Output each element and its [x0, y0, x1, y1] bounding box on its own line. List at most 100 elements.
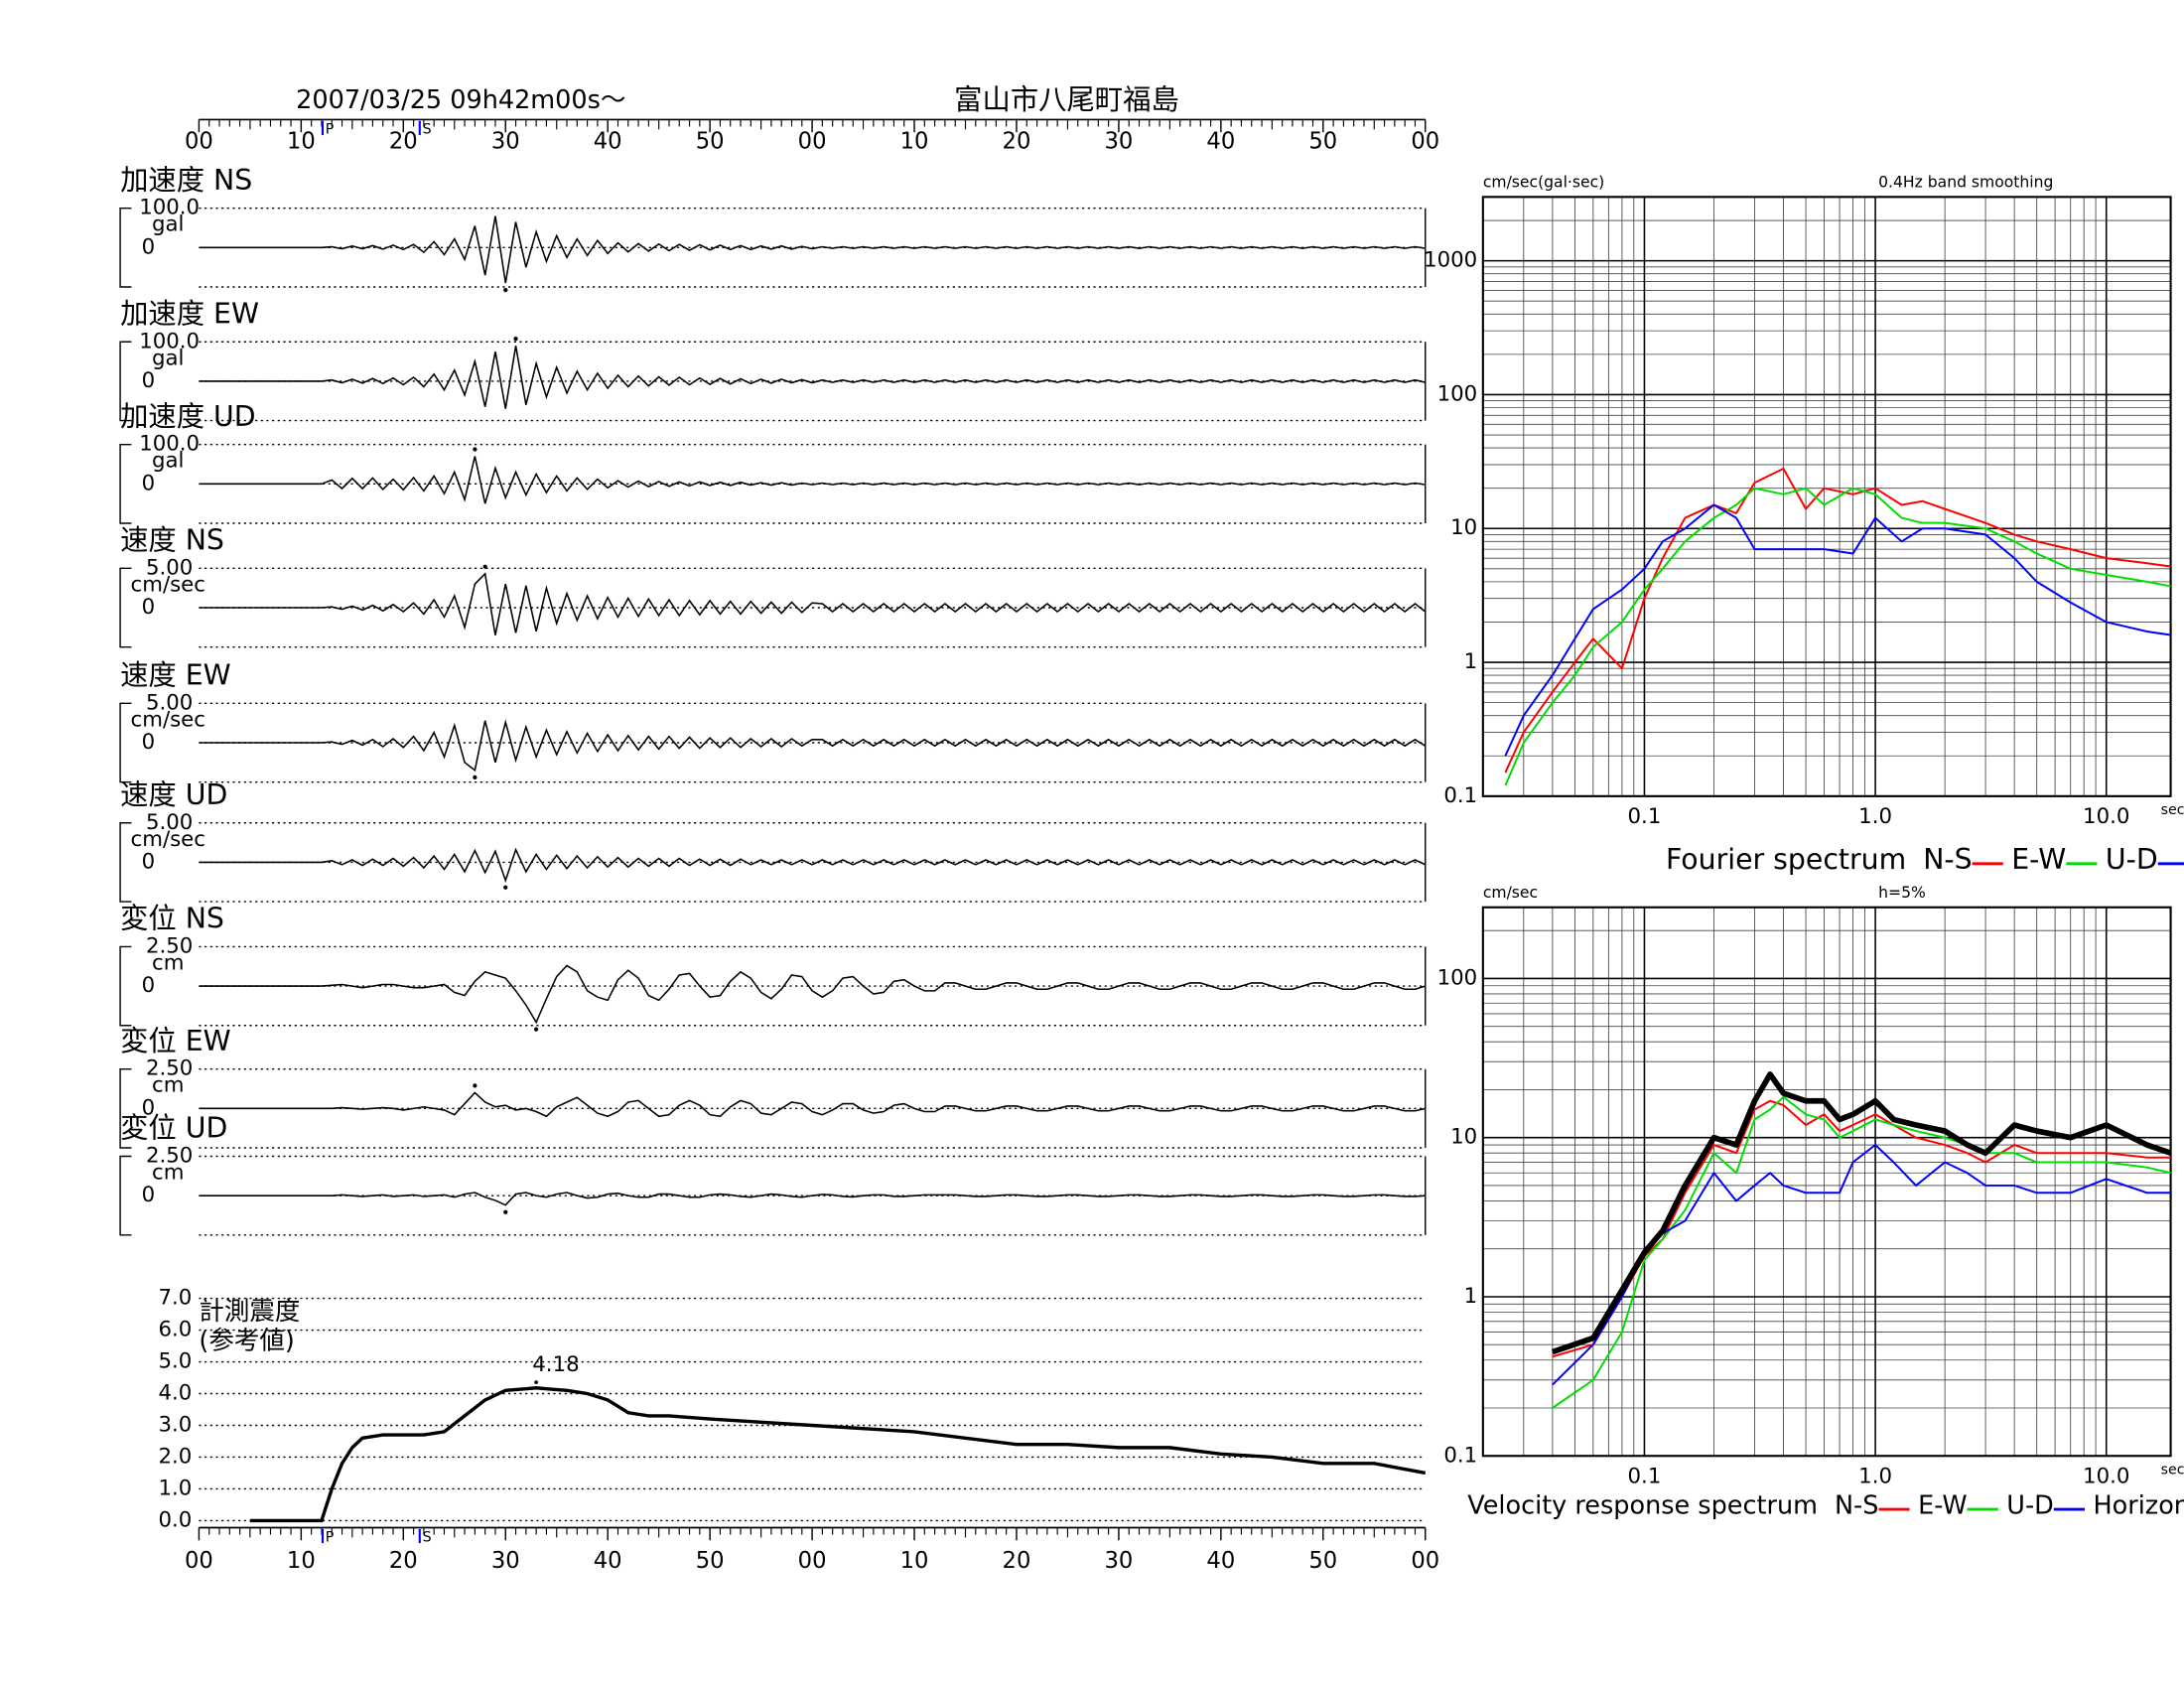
panel-bracket [119, 443, 132, 524]
y-tick-label: 1 [1464, 649, 1478, 674]
y-tick-label: 2.50 [146, 933, 193, 958]
legend-label: U-D [2106, 843, 2158, 876]
time-tick-label: 10 [287, 129, 316, 155]
y-tick-label: 5.0 [159, 1349, 193, 1374]
y-tick-label: 5.00 [146, 690, 193, 715]
spectrum-line [1504, 467, 2171, 774]
y-tick-label: 5.00 [146, 810, 193, 835]
peak-dot [503, 287, 508, 293]
legend-label: N-S [1835, 1490, 1878, 1520]
phase-label: P [326, 121, 335, 137]
peak-dot [503, 885, 508, 890]
y-tick-label: 10 [1450, 515, 1477, 540]
chart-note: 0.4Hz band smoothing [1878, 174, 2053, 192]
y-tick-label: 1 [1464, 1284, 1478, 1309]
y-tick-label: 4.0 [159, 1381, 193, 1406]
y-axis-label: cm/sec [1483, 884, 1538, 902]
y-tick-label: 100 [1437, 965, 1478, 990]
panel-title: 速度 UD [120, 778, 227, 811]
panel-title: 変位 UD [120, 1112, 227, 1145]
legend-label: N-S [1923, 843, 1972, 876]
y-tick-label: 10 [1450, 1125, 1477, 1150]
time-tick-label: 20 [1003, 1548, 1031, 1574]
trace [199, 1192, 1426, 1206]
y-tick-label: 7.0 [159, 1286, 193, 1311]
peak-dot [473, 774, 478, 779]
trace [199, 1091, 1426, 1118]
trace [199, 346, 1426, 409]
peak-dot [513, 337, 518, 342]
phase-label: S [423, 1529, 432, 1545]
x-unit-label: sec [2161, 1462, 2184, 1477]
spectrum-line [1552, 1144, 2171, 1386]
time-tick-label: 00 [1411, 129, 1439, 155]
unit-label: cm/sec [131, 827, 205, 852]
y-tick-label: 3.0 [159, 1412, 193, 1437]
y-tick-label: 0 [142, 849, 156, 874]
spectrum-line [1504, 503, 2171, 757]
y-tick-label: 100.0 [139, 432, 200, 457]
y-tick-label: 2.50 [146, 1056, 193, 1081]
panel-bracket [119, 1067, 132, 1149]
panel-bracket [119, 1155, 132, 1236]
time-tick-label: 50 [696, 129, 725, 155]
chart-subtitle: (参考値) [199, 1327, 294, 1356]
time-tick-label: 10 [287, 1548, 316, 1574]
plot-frame [1481, 196, 2172, 797]
y-tick-label: 0 [142, 595, 156, 620]
trace [199, 719, 1427, 773]
panel-bracket [119, 341, 132, 422]
time-tick-label: 00 [798, 129, 827, 155]
y-tick-label: 0.1 [1443, 783, 1477, 808]
y-tick-label: 0 [142, 1183, 156, 1207]
panel-bracket [119, 567, 132, 648]
y-tick-label: 0 [142, 368, 156, 393]
spectrum-line [1551, 1071, 2172, 1355]
time-tick-label: 30 [491, 129, 520, 155]
plot-frame [1481, 906, 2172, 1458]
y-tick-label: 0 [142, 471, 156, 495]
time-tick-label: 10 [900, 1548, 929, 1574]
y-tick-label: 6.0 [159, 1318, 193, 1342]
x-tick-label: 10.0 [2083, 804, 2129, 829]
panel-bracket [119, 945, 132, 1027]
trace [199, 847, 1427, 884]
peak-label: 4.18 [532, 1352, 579, 1377]
unit-label: cm [152, 1073, 184, 1098]
panel-title: 加速度 EW [120, 297, 259, 330]
y-tick-label: 5.00 [146, 555, 193, 580]
chart-title: 計測震度 [199, 1297, 300, 1327]
time-tick-label: 20 [389, 1548, 418, 1574]
y-tick-label: 2.50 [146, 1144, 193, 1169]
time-tick-label: 00 [1411, 1548, 1439, 1574]
panel-title: 加速度 UD [120, 400, 256, 433]
panel-title: 変位 NS [120, 903, 224, 935]
panel-title: 速度 EW [120, 658, 231, 691]
phase-label: P [326, 1529, 335, 1545]
station-name: 富山市八尾町福島 [954, 83, 1179, 116]
y-tick-label: 0.0 [159, 1507, 193, 1532]
y-tick-label: 2.0 [159, 1444, 193, 1469]
spectrum-line [1504, 487, 2171, 786]
peak-dot [482, 564, 487, 569]
legend-label: U-D [2006, 1490, 2054, 1520]
time-tick-label: 40 [594, 129, 622, 155]
time-tick-label: 00 [185, 1548, 213, 1574]
panel-bracket [119, 207, 132, 288]
x-tick-label: 0.1 [1628, 804, 1662, 829]
legend-title: Velocity response spectrum [1467, 1490, 1818, 1520]
legend-label: E-W [2011, 843, 2066, 876]
time-tick-label: 40 [594, 1548, 622, 1574]
unit-label: cm/sec [131, 707, 205, 732]
y-tick-label: 0 [142, 730, 156, 755]
legend-label: Horizon [2093, 1490, 2184, 1520]
y-tick-label: 1000 [1424, 248, 1477, 273]
unit-label: cm [152, 950, 184, 975]
panel-bracket [119, 822, 132, 903]
time-tick-label: 50 [1308, 129, 1337, 155]
y-axis-label: cm/sec(gal·sec) [1483, 174, 1604, 192]
panel-bracket [119, 702, 132, 783]
y-tick-label: 0 [142, 234, 156, 259]
